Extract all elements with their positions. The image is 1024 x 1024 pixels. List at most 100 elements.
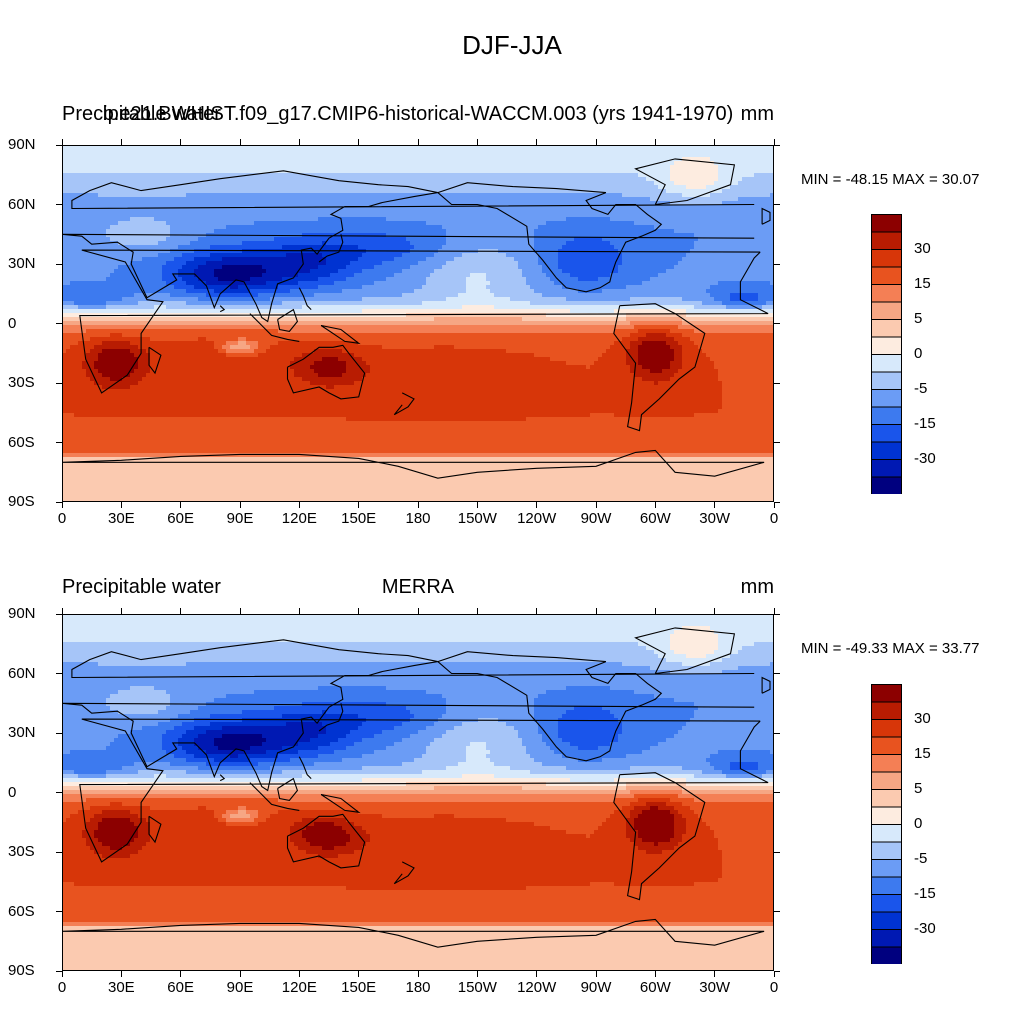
field-cell [114,181,119,186]
field-cell [634,221,639,226]
field-cell [770,201,774,206]
field-cell [678,173,683,178]
field-cell [206,177,211,182]
field-cell [78,241,83,246]
field-cell [126,189,131,194]
field-cell [690,213,695,218]
field-cell [570,189,575,194]
field-cell [482,161,487,166]
field-cell [762,209,767,214]
field-cell [434,213,439,218]
field-cell [770,185,774,190]
field-cell [302,145,307,150]
field-cell [586,149,591,154]
field-cell [570,177,575,182]
field-cell [214,221,219,226]
field-cell [450,161,455,166]
field-cell [86,157,91,162]
field-cell [202,213,207,218]
field-cell [526,225,531,230]
field-cell [710,205,715,210]
field-cell [522,221,527,226]
field-cell [726,213,731,218]
field-cell [190,177,195,182]
field-cell [178,213,183,218]
field-cell [74,209,79,214]
field-cell [438,169,443,174]
field-cell [310,177,315,182]
field-cell [298,145,303,150]
field-cell [86,205,91,210]
field-cell [586,145,591,150]
field-cell [314,169,319,174]
field-cell [386,161,391,166]
field-cell [390,169,395,174]
field-cell [122,205,127,210]
field-cell [346,173,351,178]
field-cell [598,173,603,178]
field-cell [554,145,559,150]
field-cell [574,209,579,214]
field-cell [554,149,559,154]
field-cell [206,157,211,162]
field-cell [422,149,427,154]
field-cell [142,229,147,234]
field-cell [294,245,299,250]
field-cell [454,145,459,150]
field-cell [162,165,167,170]
field-cell [702,177,707,182]
field-cell [598,177,603,182]
field-cell [446,145,451,150]
field-cell [182,205,187,210]
field-cell [750,221,755,226]
field-cell [282,241,287,246]
field-cell [422,173,427,178]
field-cell [406,205,411,210]
field-cell [642,237,647,242]
field-cell [134,241,139,246]
field-cell [694,189,699,194]
field-cell [310,169,315,174]
field-cell [566,201,571,206]
field-cell [282,177,287,182]
field-cell [106,229,111,234]
field-cell [70,257,75,262]
field-cell [522,177,527,182]
field-cell [146,253,151,258]
field-cell [122,169,127,174]
field-cell [346,177,351,182]
field-cell [222,169,227,174]
field-cell [698,161,703,166]
field-cell [766,193,771,198]
field-cell [398,221,403,226]
field-cell [398,157,403,162]
field-cell [506,245,511,250]
field-cell [138,149,143,154]
field-cell [662,229,667,234]
field-cell [142,193,147,198]
field-cell [174,201,179,206]
field-cell [334,161,339,166]
field-cell [530,253,535,258]
field-cell [238,229,243,234]
field-cell [330,225,335,230]
field-cell [314,149,319,154]
field-cell [158,253,163,258]
field-cell [274,221,279,226]
field-cell [766,145,771,150]
field-cell [602,201,607,206]
field-cell [346,225,351,230]
field-cell [238,189,243,194]
field-cell [218,193,223,198]
field-cell [682,213,687,218]
field-cell [582,197,587,202]
field-cell [510,205,515,210]
field-cell [78,145,83,150]
field-cell [726,181,731,186]
field-cell [310,237,315,242]
field-cell [654,169,659,174]
field-cell [190,221,195,226]
field-cell [78,157,83,162]
field-cell [402,185,407,190]
field-cell [418,245,423,250]
